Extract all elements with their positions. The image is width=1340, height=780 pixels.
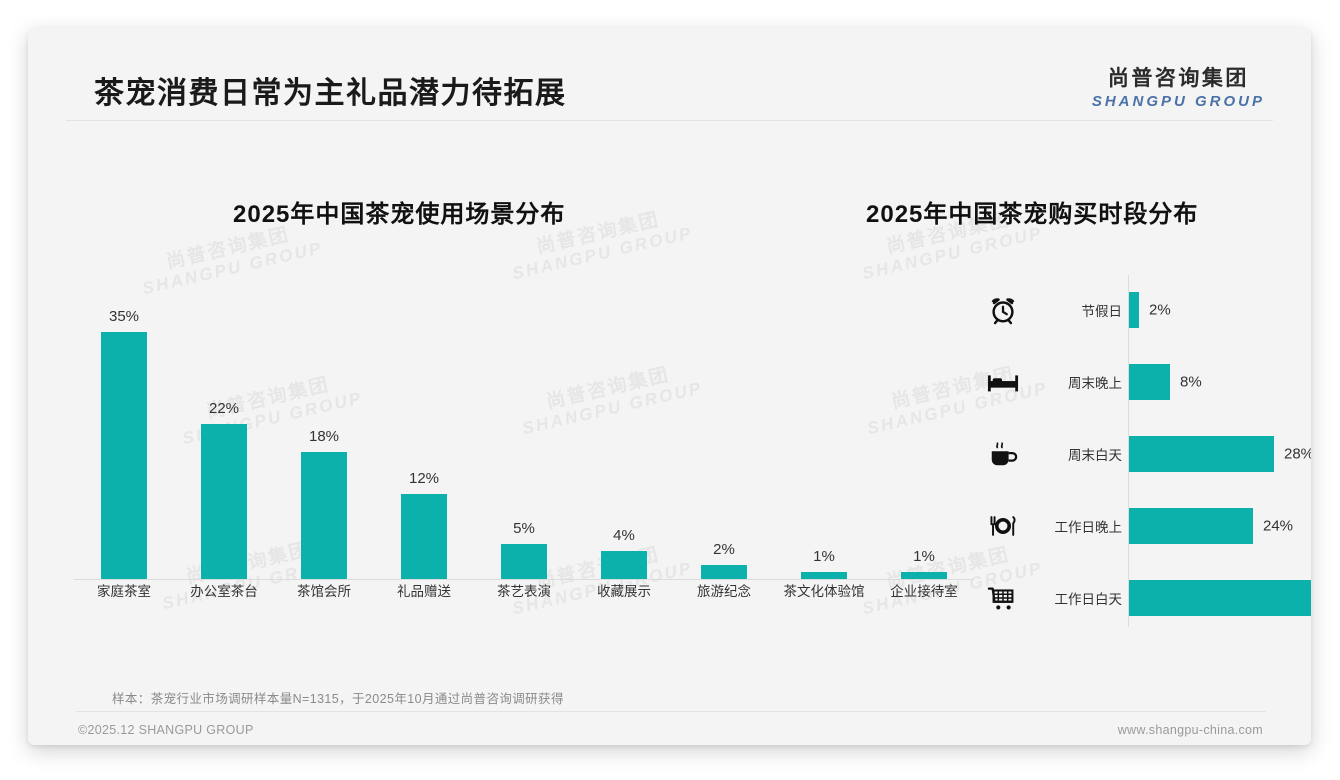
column-bar-value: 12% [408,470,440,487]
column-bar-value: 1% [913,548,935,565]
bar-chart-axis [1128,275,1129,627]
bar-chart-row[interactable]: 工作日晚上 24% [968,491,1308,561]
charts-area: 2025年中国茶宠使用场景分布 2025年中国茶宠购买时段分布 35% 22% 18… [28,120,1311,680]
column-bar-label: 茶文化体验馆 [783,584,865,599]
column-bar[interactable] [101,332,147,579]
column-bar[interactable] [801,572,847,579]
bar-chart-row[interactable]: 周末晚上 8% [968,347,1308,417]
column-chart-category-labels: 家庭茶室 办公室茶台 茶馆会所 礼品赠送 茶艺表演 收藏展示 旅游纪念 茶文化体验馆 企业接待室 [74,580,974,610]
bar-row-value: 28% [1284,445,1311,463]
bar-row-value: 8% [1180,373,1202,391]
dining-icon [986,509,1020,543]
column-bar-label: 家庭茶室 [97,584,151,599]
chart-title-usage-scenes: 2025年中国茶宠使用场景分布 [233,201,566,228]
column-bar-label: 礼品赠送 [397,584,451,599]
bar-row-value: 24% [1263,517,1294,535]
column-bar[interactable] [301,452,347,579]
column-bar-label: 收藏展示 [597,584,651,599]
bed-icon [986,365,1020,399]
website-url[interactable]: www.shangpu-china.com [1117,723,1263,737]
chart-title-purchase-time: 2025年中国茶宠购买时段分布 [866,201,1199,228]
footer: ©2025.12 SHANGPU GROUP www.shangpu-china… [28,711,1311,745]
bar-fill[interactable] [1129,436,1274,472]
footer-divider [76,711,1266,712]
copyright-text: ©2025.12 SHANGPU GROUP [78,723,254,737]
bar-chart-purchase-time: 节假日 2% 周末晚上 8% 周末白天 28% 工作日晚上 24% 工作日白天38% [968,275,1311,635]
bar-fill[interactable] [1129,292,1139,328]
alarm-clock-icon [986,293,1020,327]
column-chart-usage-scenes: 35% 22% 18% 12% 5% 4% 2% 1% 1% [74,280,974,580]
column-bar[interactable] [601,551,647,579]
column-bar[interactable] [401,494,447,579]
logo-text-cn: 尚普咨询集团 [1107,67,1249,90]
column-chart-baseline [74,579,974,580]
bar-fill[interactable] [1129,364,1170,400]
bar-chart-row[interactable]: 节假日 2% [968,275,1308,345]
column-bar[interactable] [901,572,947,579]
column-bar-value: 2% [713,541,735,558]
column-bar-value: 1% [813,548,835,565]
bar-row-label: 节假日 [1081,304,1123,319]
header: 茶宠消费日常为主礼品潜力待拓展 尚普咨询集团 SHANGPU GROUP [28,28,1311,120]
column-bar-label: 茶馆会所 [297,584,351,599]
bar-row-value: 2% [1149,301,1171,319]
page-title: 茶宠消费日常为主礼品潜力待拓展 [94,77,567,110]
column-bar-value: 4% [613,527,635,544]
column-bar-label: 茶艺表演 [497,584,551,599]
column-bar-value: 5% [513,520,535,537]
column-bar[interactable] [701,565,747,579]
shopping-cart-icon [986,581,1020,615]
column-bar[interactable] [501,544,547,579]
coffee-cup-icon [986,437,1020,471]
column-bar-value: 18% [308,428,340,445]
column-bar-value: 22% [208,400,240,417]
brand-logo: 尚普咨询集团 SHANGPU GROUP [1092,62,1265,110]
bar-chart-row[interactable]: 周末白天 28% [968,419,1311,489]
report-card: 尚普咨询集团 SHANGPU GROUP 尚普咨询集团 SHANGPU GROU… [28,28,1311,745]
header-divider [66,120,1273,121]
bar-row-label: 工作日晚上 [1054,520,1123,535]
bar-chart-row[interactable]: 工作日白天38% [968,563,1311,633]
bar-fill[interactable] [1129,580,1311,616]
logo-text-en: SHANGPU GROUP [1091,93,1265,110]
bar-row-label: 周末晚上 [1068,376,1122,391]
footnote: 样本：茶宠行业市场调研样本量N=1315，于2025年10月通过尚普咨询调研获得 [112,692,564,706]
bar-row-label: 周末白天 [1068,448,1122,463]
column-bar-label: 办公室茶台 [190,584,258,599]
bar-row-label: 工作日白天 [1054,592,1123,607]
column-bar-label: 企业接待室 [890,584,958,599]
bar-fill[interactable] [1129,508,1253,544]
column-bar-value: 35% [108,308,140,325]
column-bar[interactable] [201,424,247,579]
column-bar-label: 旅游纪念 [697,584,751,599]
